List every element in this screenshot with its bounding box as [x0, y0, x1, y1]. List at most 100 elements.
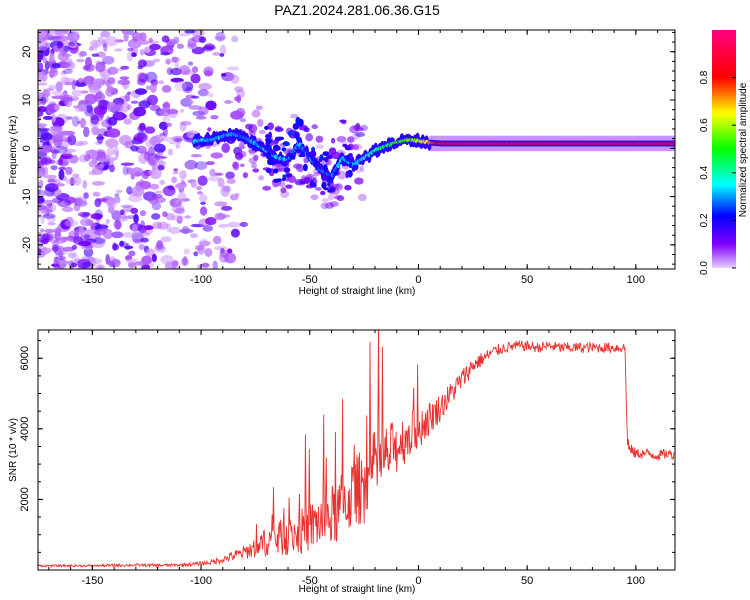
spectrogram-cell [175, 183, 187, 189]
spectrogram-cell [225, 171, 235, 180]
spectrogram-cell [255, 105, 263, 111]
spectrogram-cell [138, 100, 151, 109]
spectrogram-cell [130, 145, 139, 152]
spectrogram-cell [112, 242, 118, 251]
spectrogram-cell [158, 80, 164, 85]
spectrogram-cell [311, 124, 319, 130]
spectrogram-cell [222, 185, 232, 193]
spectrogram-cell [166, 122, 172, 127]
spectrogram-cell [315, 144, 324, 150]
spectrogram-cell [51, 125, 63, 132]
spectrogram-cell [217, 177, 225, 188]
spectrogram-cell [132, 238, 143, 245]
spectrogram-cell [336, 136, 347, 143]
spectrogram-cell [67, 134, 77, 146]
spectrogram-cell [40, 228, 45, 233]
spectrogram-cell [83, 192, 89, 199]
spectrogram-cell [197, 89, 209, 97]
colorbar-tick-label: 0.0 [699, 261, 710, 275]
spectrogram-cell [52, 244, 59, 253]
spectrogram-cell [232, 161, 240, 171]
chart-title: PAZ1.2024.281.06.36.G15 [274, 2, 440, 18]
spectrogram-cell [120, 65, 130, 70]
spectrogram-cell [239, 221, 248, 227]
spectrogram-cell [132, 136, 143, 141]
y-tick-label: -10 [21, 189, 33, 205]
track-cell [284, 141, 290, 147]
track-cell [322, 172, 326, 177]
colorbar-tick-label: 0.6 [699, 118, 710, 132]
spectrogram-cell [151, 253, 157, 263]
spectrogram-cell [58, 157, 63, 166]
track-cell [277, 178, 282, 182]
track-cell [282, 174, 288, 178]
spectrogram-cell [49, 53, 55, 62]
spectrogram-cell [119, 240, 125, 247]
spectrogram-cell [38, 96, 43, 106]
spectrogram-cell [50, 113, 57, 123]
spectrogram-cell [88, 85, 100, 94]
spectrogram-noise-texture [38, 30, 368, 269]
spectrogram-cell [80, 119, 87, 125]
spectrogram-cell [154, 190, 163, 194]
spectrogram-cell [43, 88, 54, 92]
spectrogram-cell [144, 46, 151, 53]
spectrogram-cell [134, 88, 148, 95]
spectrogram-cell [68, 154, 79, 164]
spectrogram-cell [43, 204, 53, 213]
spectrogram-cell [71, 89, 83, 97]
track-cell [273, 144, 280, 152]
track-cell [285, 173, 293, 178]
spectrogram-cell [138, 244, 146, 250]
spectrogram-cell [115, 189, 123, 193]
spectrogram-cell [157, 221, 169, 230]
spectrogram-cell [83, 154, 91, 162]
spectrogram-cell [234, 152, 244, 160]
spectrogram-cell [127, 38, 142, 49]
spectrogram-cell [184, 215, 192, 219]
snr-x-axis: -150 -100 -50 0 50 100 [48, 330, 659, 587]
spectrogram-cell [62, 151, 73, 156]
spectrogram-cell [57, 129, 68, 137]
spectrogram-cell [145, 71, 158, 83]
spectrogram-cell [55, 256, 66, 260]
spectrogram-cell [156, 240, 164, 250]
spectrogram-cell [39, 145, 53, 153]
track-cell [281, 177, 286, 182]
spectrogram-cell [94, 209, 103, 220]
spectrogram-cell [70, 262, 78, 268]
spectrogram-cell [134, 171, 142, 177]
spectrogram-cell [84, 75, 93, 87]
spectrogram-cell [210, 115, 219, 120]
spectrogram-cell [62, 68, 73, 74]
spectrogram-cell [191, 66, 199, 73]
spectrogram-cell [43, 174, 57, 179]
spectrogram-cell [183, 248, 190, 255]
spectrogram-cell [38, 231, 48, 240]
spectrogram-cell [43, 202, 57, 213]
spectrogram-cell [78, 226, 85, 236]
x-tick-label: -50 [302, 575, 318, 587]
spectrogram-cell [195, 115, 207, 120]
spectrogram-cell [208, 92, 214, 98]
spectrogram-cell [180, 97, 193, 107]
spectrogram-cell [89, 39, 102, 48]
spectrogram-cell [274, 127, 284, 132]
spectrogram-cell [49, 67, 59, 77]
spectrogram-cell [179, 170, 187, 180]
spectrogram-y-axis: -20 -10 0 10 20 [21, 31, 675, 265]
spectrogram-cell [173, 168, 178, 172]
spectrogram-cell [80, 90, 89, 94]
spectrogram-cell [38, 71, 45, 83]
spectrogram-cell [64, 148, 77, 153]
spectrogram-cell [40, 157, 53, 165]
spectrogram-cell [161, 85, 172, 93]
spectrogram-cell [178, 32, 191, 37]
spectrogram-cell [224, 252, 237, 264]
spectrogram-cell [152, 221, 163, 230]
spectrogram-cell [197, 175, 208, 186]
spectrogram-cell [251, 109, 261, 118]
spectrogram-cell [248, 148, 256, 156]
track-cell [270, 157, 276, 166]
spectrogram-cell [50, 149, 60, 154]
